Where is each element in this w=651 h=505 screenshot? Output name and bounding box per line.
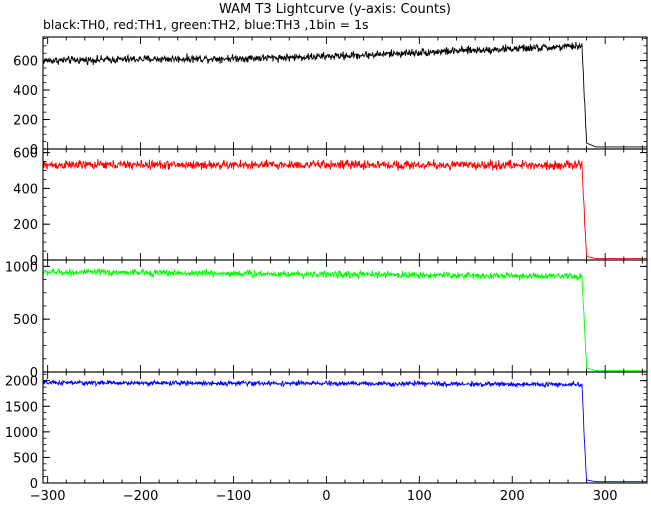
x-tick-label: 300 bbox=[593, 489, 618, 504]
panel-1: 0 200 400 600 bbox=[13, 147, 648, 269]
y-tick-label: 0 bbox=[30, 366, 38, 381]
y-tick-label: 200 bbox=[13, 218, 38, 233]
y-tick-label: 400 bbox=[13, 84, 38, 99]
y-tick-label: 2000 bbox=[5, 375, 38, 390]
y-tick-label: 500 bbox=[13, 451, 38, 466]
x-tick-label: −100 bbox=[216, 489, 252, 504]
x-axis: −300 −200 −100 0 100 200 300 bbox=[30, 489, 618, 504]
chart-title: WAM T3 Lightcurve (y-axis: Counts) bbox=[219, 2, 451, 17]
panel-3: 0 500 1000 1500 2000 bbox=[5, 371, 648, 492]
x-tick-label: 200 bbox=[500, 489, 525, 504]
y-tick-label: 0 bbox=[30, 254, 38, 269]
panel-frame-3 bbox=[42, 371, 648, 484]
y-tick-label: 0 bbox=[30, 477, 38, 492]
x-tick-label: 100 bbox=[407, 489, 432, 504]
y-tick-label: 600 bbox=[13, 55, 38, 70]
y-tick-label: 1000 bbox=[5, 426, 38, 441]
y-tick-label: 600 bbox=[13, 147, 38, 162]
y-tick-label: 1000 bbox=[5, 260, 38, 275]
panel-2: 0 500 1000 bbox=[5, 259, 648, 381]
panel-frame-0 bbox=[42, 36, 648, 150]
chart-subtitle: black:TH0, red:TH1, green:TH2, blue:TH3 … bbox=[43, 17, 369, 32]
y-tick-label: 400 bbox=[13, 182, 38, 197]
panel-0: 0 200 400 600 bbox=[13, 36, 648, 158]
series-line-0 bbox=[42, 41, 647, 148]
panels: 0200400600020040060005001000050010001500… bbox=[5, 36, 648, 492]
series-line-2 bbox=[42, 267, 647, 372]
panel-frame-2 bbox=[42, 259, 648, 373]
y-tick-label: 0 bbox=[30, 143, 38, 158]
x-tick-label: −200 bbox=[123, 489, 159, 504]
y-tick-label: 500 bbox=[13, 313, 38, 328]
y-tick-label: 200 bbox=[13, 114, 38, 129]
x-tick-label: −300 bbox=[30, 489, 66, 504]
series-line-1 bbox=[42, 158, 647, 260]
series-line-3 bbox=[42, 378, 647, 483]
x-tick-label: 0 bbox=[322, 489, 330, 504]
y-tick-label: 1500 bbox=[5, 400, 38, 415]
